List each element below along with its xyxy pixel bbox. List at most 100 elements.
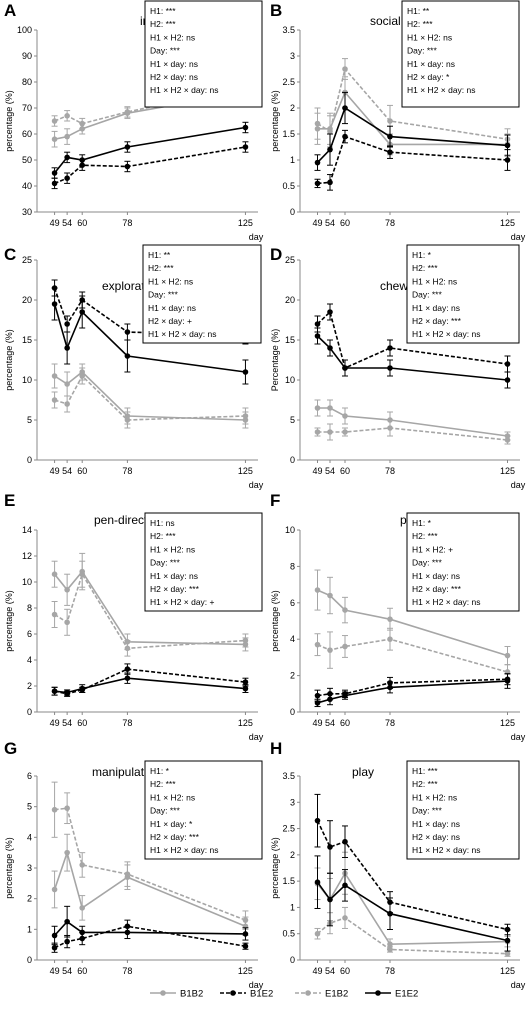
data-point <box>327 592 333 599</box>
y-tick-label: 6 <box>27 629 32 639</box>
data-point <box>79 309 86 315</box>
x-tick-label: 125 <box>500 466 515 476</box>
stat-line: H1 × H2 × day: ns <box>412 845 481 855</box>
data-point <box>327 179 333 186</box>
stat-line: H2 × day: + <box>148 316 192 326</box>
panel-letter: C <box>4 245 16 264</box>
data-point <box>314 333 321 339</box>
legend-marker <box>375 990 381 996</box>
series-E1B2 <box>314 906 511 957</box>
data-point <box>342 915 348 921</box>
y-tick-label: 2 <box>290 850 295 860</box>
data-point <box>342 365 348 371</box>
legend-item: B1E2 <box>220 989 273 1000</box>
y-tick-label: 3 <box>290 797 295 807</box>
data-point <box>314 692 321 699</box>
legend-item: E1E2 <box>365 989 418 1000</box>
x-tick-label: 60 <box>77 218 87 228</box>
y-tick-label: 6 <box>290 598 295 608</box>
x-tick-label: 54 <box>325 466 335 476</box>
y-tick-label: 14 <box>22 525 32 535</box>
stat-line: H2 × day: ns <box>150 72 198 82</box>
data-point <box>504 937 511 944</box>
data-point <box>504 433 511 439</box>
legend-item: E1B2 <box>295 989 348 1000</box>
y-tick-label: 80 <box>22 77 32 87</box>
x-tick-label: 54 <box>62 466 72 476</box>
data-point <box>51 806 58 813</box>
stat-line: H1 × H2 × day: ns <box>150 85 219 95</box>
y-tick-label: 2 <box>290 103 295 113</box>
data-point <box>124 329 131 335</box>
data-point <box>51 118 58 124</box>
stat-line: H2 × day: *** <box>412 316 462 326</box>
data-point <box>387 684 393 691</box>
data-point <box>342 413 348 419</box>
x-tick-label: 49 <box>50 466 60 476</box>
x-tick-label: 60 <box>340 466 350 476</box>
data-point <box>387 118 393 124</box>
y-tick-label: 100 <box>17 25 32 35</box>
stat-line: Day: *** <box>412 806 442 816</box>
x-tick-label: 125 <box>500 718 515 728</box>
panel-letter: B <box>270 1 282 20</box>
stat-line: H1: ** <box>148 250 171 260</box>
x-tick-label: 60 <box>340 218 350 228</box>
y-tick-label: 90 <box>22 51 32 61</box>
x-tick-label: 49 <box>312 218 322 228</box>
data-point <box>342 105 348 111</box>
data-point <box>124 353 131 359</box>
series-B1B2 <box>51 363 249 429</box>
y-tick-label: 40 <box>22 181 32 191</box>
x-tick-label: 49 <box>50 966 60 976</box>
data-point <box>387 941 393 948</box>
data-point <box>242 417 249 423</box>
x-tick-label: 49 <box>312 718 322 728</box>
data-point <box>64 321 70 327</box>
data-point <box>314 429 321 435</box>
stat-line: H2: *** <box>412 531 438 541</box>
data-point <box>342 66 348 72</box>
stats-box <box>406 512 520 612</box>
data-point <box>342 429 348 435</box>
x-tick-label: 60 <box>340 718 350 728</box>
y-tick-label: 15 <box>22 335 32 345</box>
data-point <box>314 180 321 187</box>
y-axis-label: percentage (%) <box>4 590 14 652</box>
x-tick-label: 54 <box>325 966 335 976</box>
x-axis-label: day <box>249 980 264 990</box>
stat-line: H1: * <box>150 766 170 776</box>
stat-line: H1 × day: ns <box>150 59 198 69</box>
y-tick-label: 6 <box>27 771 32 781</box>
y-tick-label: 0.5 <box>282 929 295 939</box>
data-point <box>327 647 333 653</box>
stats-box <box>144 0 263 108</box>
data-point <box>64 805 70 811</box>
data-point <box>387 133 393 140</box>
data-point <box>64 918 70 925</box>
stat-line: H2 × day: *** <box>150 832 200 842</box>
x-tick-label: 49 <box>312 966 322 976</box>
data-point <box>504 950 511 957</box>
x-tick-label: 60 <box>77 718 87 728</box>
data-point <box>51 180 58 187</box>
data-point <box>79 568 86 575</box>
x-tick-label: 125 <box>238 466 253 476</box>
y-tick-label: 8 <box>290 561 295 571</box>
series-E1E2 <box>314 91 511 171</box>
stat-line: H1 × H2 × day: ns <box>407 85 476 95</box>
x-tick-label: 125 <box>500 218 515 228</box>
data-point <box>64 849 70 856</box>
y-tick-label: 25 <box>22 255 32 265</box>
stat-line: H2: *** <box>150 779 176 789</box>
data-point <box>79 685 86 692</box>
x-tick-label: 78 <box>385 218 395 228</box>
stat-line: H1 × H2 × day: ns <box>148 329 217 339</box>
stat-line: H1 × day: ns <box>412 571 460 581</box>
stat-line: H2: *** <box>148 263 174 273</box>
data-point <box>124 874 131 880</box>
stat-line: H1 × day: ns <box>150 571 198 581</box>
stats-box <box>406 760 520 860</box>
